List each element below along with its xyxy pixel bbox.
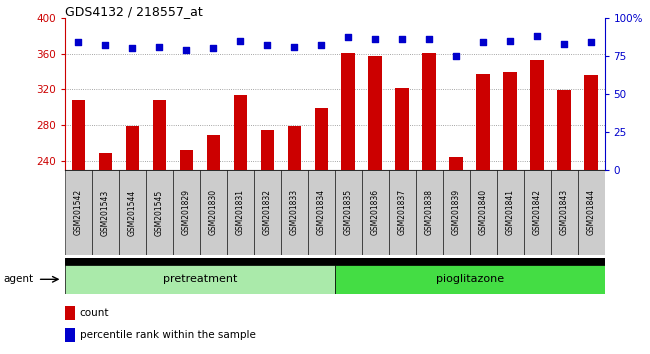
Point [424, 36, 434, 42]
FancyBboxPatch shape [577, 170, 605, 255]
Bar [125, 126, 139, 170]
Text: GSM201842: GSM201842 [532, 189, 541, 235]
FancyBboxPatch shape [497, 170, 524, 255]
Point [343, 35, 354, 40]
Text: GSM201840: GSM201840 [478, 189, 488, 235]
Text: GSM201841: GSM201841 [506, 189, 515, 235]
Bar [261, 130, 274, 170]
FancyBboxPatch shape [416, 170, 443, 255]
Bar [153, 100, 166, 170]
Text: GSM201543: GSM201543 [101, 189, 110, 235]
Point [505, 38, 515, 44]
Text: GSM201542: GSM201542 [74, 189, 83, 235]
FancyBboxPatch shape [389, 170, 416, 255]
Bar [503, 72, 517, 170]
Bar [530, 60, 544, 170]
Point [289, 44, 300, 50]
Bar [395, 87, 409, 170]
Bar [65, 306, 75, 320]
FancyBboxPatch shape [470, 170, 497, 255]
Bar [557, 90, 571, 170]
Bar [584, 75, 598, 170]
FancyBboxPatch shape [551, 170, 577, 255]
FancyBboxPatch shape [524, 170, 551, 255]
Text: GSM201545: GSM201545 [155, 189, 164, 235]
FancyBboxPatch shape [119, 170, 146, 255]
Point [370, 36, 380, 42]
Bar [65, 327, 75, 342]
FancyBboxPatch shape [146, 170, 173, 255]
Text: GDS4132 / 218557_at: GDS4132 / 218557_at [65, 5, 203, 18]
Bar [179, 150, 193, 170]
Text: pretreatment: pretreatment [162, 274, 237, 284]
Point [100, 42, 110, 48]
Text: GSM201832: GSM201832 [263, 189, 272, 235]
Text: GSM201835: GSM201835 [344, 189, 353, 235]
FancyBboxPatch shape [281, 170, 308, 255]
Bar [65, 265, 335, 294]
Point [586, 39, 596, 45]
Bar [72, 100, 85, 170]
FancyBboxPatch shape [361, 170, 389, 255]
Bar [315, 108, 328, 170]
Text: GSM201833: GSM201833 [290, 189, 299, 235]
Bar [287, 126, 301, 170]
Point [397, 36, 408, 42]
Text: agent: agent [3, 274, 33, 284]
FancyBboxPatch shape [443, 170, 470, 255]
Bar [449, 158, 463, 170]
Point [262, 42, 272, 48]
Bar [207, 135, 220, 170]
FancyBboxPatch shape [335, 170, 361, 255]
Text: GSM201836: GSM201836 [370, 189, 380, 235]
Bar [233, 95, 247, 170]
Text: GSM201838: GSM201838 [424, 189, 434, 235]
FancyBboxPatch shape [227, 170, 254, 255]
Text: GSM201839: GSM201839 [452, 189, 461, 235]
FancyBboxPatch shape [65, 170, 92, 255]
Bar [65, 258, 604, 265]
FancyBboxPatch shape [200, 170, 227, 255]
FancyBboxPatch shape [173, 170, 200, 255]
Text: GSM201837: GSM201837 [398, 189, 407, 235]
Bar [422, 53, 436, 170]
Bar [335, 265, 604, 294]
Point [127, 45, 138, 51]
Point [532, 33, 542, 39]
Text: pioglitazone: pioglitazone [436, 274, 504, 284]
Text: GSM201544: GSM201544 [128, 189, 137, 235]
Point [316, 42, 326, 48]
Text: GSM201829: GSM201829 [182, 189, 191, 235]
Text: GSM201830: GSM201830 [209, 189, 218, 235]
Point [208, 45, 218, 51]
Point [478, 39, 488, 45]
Bar [99, 153, 112, 170]
FancyBboxPatch shape [254, 170, 281, 255]
Text: GSM201831: GSM201831 [236, 189, 245, 235]
Point [181, 47, 192, 52]
Text: GSM201844: GSM201844 [586, 189, 595, 235]
Point [235, 38, 246, 44]
FancyBboxPatch shape [308, 170, 335, 255]
Point [154, 44, 164, 50]
Point [559, 41, 569, 46]
Bar [341, 53, 355, 170]
FancyBboxPatch shape [92, 170, 119, 255]
Text: GSM201843: GSM201843 [560, 189, 569, 235]
Text: GSM201834: GSM201834 [317, 189, 326, 235]
Text: count: count [79, 308, 109, 318]
Point [73, 39, 84, 45]
Bar [476, 74, 490, 170]
Point [451, 53, 462, 58]
Bar [369, 56, 382, 170]
Text: percentile rank within the sample: percentile rank within the sample [79, 330, 255, 340]
